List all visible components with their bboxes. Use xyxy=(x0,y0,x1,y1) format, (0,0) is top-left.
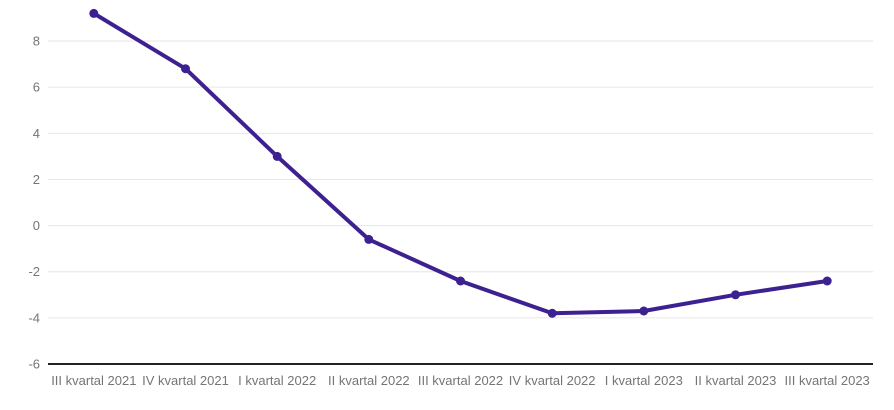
data-point[interactable] xyxy=(272,151,282,161)
x-axis-tick-label: IV kvartal 2022 xyxy=(509,373,596,388)
data-point[interactable] xyxy=(639,306,649,316)
y-axis-tick-label: 8 xyxy=(33,34,40,49)
y-axis-tick-label: 4 xyxy=(33,126,40,141)
y-axis-tick-label: -2 xyxy=(28,264,40,279)
data-point[interactable] xyxy=(547,308,557,318)
x-axis-tick-label: III kvartal 2021 xyxy=(51,373,136,388)
y-axis-tick-label: -4 xyxy=(28,310,40,325)
y-axis-tick-label: -6 xyxy=(28,357,40,372)
series-line xyxy=(91,11,830,316)
x-axis-tick-label: IV kvartal 2021 xyxy=(142,373,229,388)
y-axis-tick-label: 2 xyxy=(33,172,40,187)
x-axis-tick-label: III kvartal 2022 xyxy=(418,373,503,388)
x-axis-tick-label: II kvartal 2022 xyxy=(328,373,410,388)
x-axis-tick-label: III kvartal 2023 xyxy=(785,373,870,388)
x-axis-tick-label: II kvartal 2023 xyxy=(695,373,777,388)
data-point[interactable] xyxy=(89,8,99,18)
x-axis-tick-label: I kvartal 2022 xyxy=(238,373,316,388)
data-point[interactable] xyxy=(364,234,374,244)
data-point[interactable] xyxy=(456,276,465,286)
y-axis-tick-label: 6 xyxy=(33,80,40,95)
y-axis-tick-label: 0 xyxy=(33,218,40,233)
x-axis-tick-label: I kvartal 2023 xyxy=(605,373,683,388)
data-point[interactable] xyxy=(822,276,832,286)
data-point[interactable] xyxy=(731,290,740,300)
data-point[interactable] xyxy=(181,64,190,74)
